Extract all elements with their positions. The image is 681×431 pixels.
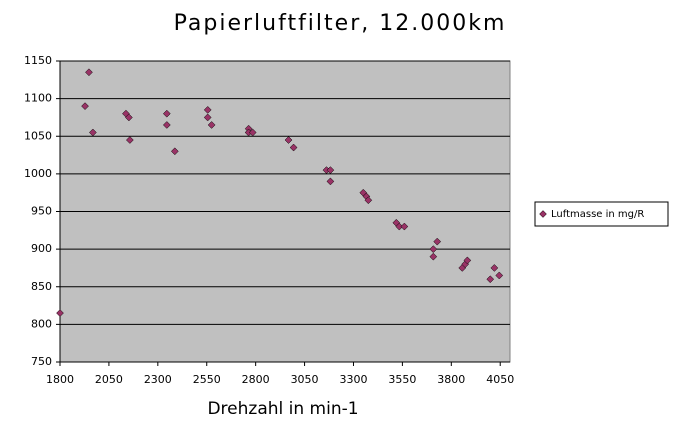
- point: [81, 102, 89, 111]
- x-tick-label: 1800: [46, 373, 74, 386]
- point: [429, 252, 438, 261]
- y-tick-label: 800: [31, 317, 52, 330]
- point: [495, 271, 504, 280]
- x-tick-label: 3550: [388, 373, 416, 386]
- point: [162, 109, 171, 118]
- legend-label: Luftmasse in mg/R: [551, 209, 644, 220]
- point: [490, 264, 499, 272]
- point: [429, 245, 438, 253]
- point: [170, 147, 179, 156]
- point: [400, 222, 409, 231]
- legend-box: [534, 201, 669, 227]
- point: [125, 136, 134, 144]
- point: [56, 309, 64, 317]
- point: [203, 113, 212, 122]
- point: [433, 237, 442, 246]
- y-tick-label: 1050: [24, 129, 52, 142]
- point: [284, 136, 293, 144]
- y-tick-label: 1000: [24, 167, 52, 180]
- point: [248, 128, 257, 137]
- point: [89, 128, 97, 137]
- x-tick-label: 3800: [437, 373, 465, 386]
- point: [85, 68, 93, 77]
- point: [326, 177, 335, 186]
- point: [203, 106, 212, 114]
- y-tick-label: 1150: [24, 54, 52, 67]
- x-tick-label: 2050: [95, 373, 123, 386]
- x-tick-label: 2300: [144, 373, 172, 386]
- y-tick-label: 900: [31, 242, 52, 255]
- point: [125, 113, 133, 122]
- x-tick-label: 3050: [291, 373, 319, 386]
- point: [364, 196, 373, 205]
- point: [486, 275, 495, 284]
- x-tick-label: 2800: [242, 373, 270, 386]
- y-tick-label: 750: [31, 355, 52, 368]
- chart-title: Papierluftfilter, 12.000km: [174, 11, 507, 36]
- x-tick-label: 3300: [339, 373, 367, 386]
- point: [463, 256, 472, 265]
- point: [395, 222, 404, 231]
- x-tick-label: 4050: [486, 373, 514, 386]
- point: [326, 166, 335, 174]
- point: [162, 121, 171, 129]
- x-tick-label: 2550: [193, 373, 221, 386]
- x-axis-label: Drehzahl in min-1: [207, 399, 358, 419]
- y-tick-label: 1100: [24, 92, 52, 105]
- legend-marker: [539, 210, 547, 218]
- point: [289, 143, 298, 152]
- point: [207, 121, 216, 129]
- y-tick-label: 950: [31, 205, 52, 218]
- y-tick-label: 850: [31, 280, 52, 293]
